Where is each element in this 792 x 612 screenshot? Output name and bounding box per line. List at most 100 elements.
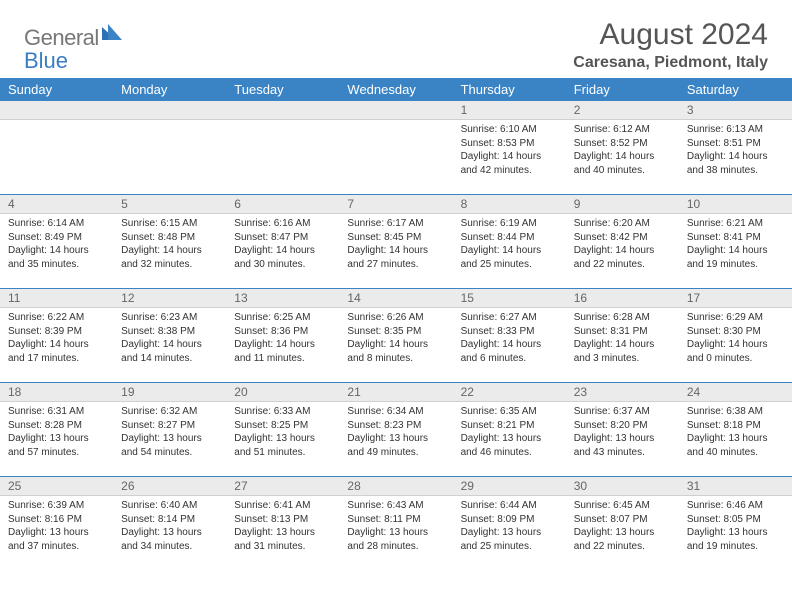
day-number <box>113 101 226 119</box>
calendar-cell: 20Sunrise: 6:33 AMSunset: 8:25 PMDayligh… <box>226 382 339 476</box>
daylight-line: Daylight: 14 hours and 22 minutes. <box>574 244 671 271</box>
calendar-cell: 24 Sunrise: 6:38 AMSunset: 8:18 PMDayligh… <box>679 382 792 476</box>
daylight-line: Daylight: 13 hours and 40 minutes. <box>687 432 784 459</box>
calendar-cell: 4Sunrise: 6:14 AMSunset: 8:49 PMDaylight… <box>0 194 113 288</box>
day-number <box>226 101 339 119</box>
day-data: Sunrise: 6:20 AMSunset: 8:42 PMDaylight:… <box>566 214 679 288</box>
sunset-line: Sunset: 8:44 PM <box>461 231 558 245</box>
day-data: Sunrise: 6:44 AMSunset: 8:09 PMDaylight:… <box>453 496 566 570</box>
calendar-row: 11Sunrise: 6:22 AMSunset: 8:39 PMDayligh… <box>0 288 792 382</box>
calendar-row: 18Sunrise: 6:31 AMSunset: 8:28 PMDayligh… <box>0 382 792 476</box>
day-data: Sunrise: 6:40 AMSunset: 8:14 PMDaylight:… <box>113 496 226 570</box>
calendar-row: 4Sunrise: 6:14 AMSunset: 8:49 PMDaylight… <box>0 194 792 288</box>
sunset-line: Sunset: 8:05 PM <box>687 513 784 527</box>
sunrise-line: Sunrise: 6:46 AM <box>687 499 784 513</box>
daylight-line: Daylight: 13 hours and 19 minutes. <box>687 526 784 553</box>
day-data: Sunrise: 6:41 AMSunset: 8:13 PMDaylight:… <box>226 496 339 570</box>
day-number: 31 <box>679 477 792 495</box>
sunrise-line: Sunrise: 6:26 AM <box>347 311 444 325</box>
sunset-line: Sunset: 8:07 PM <box>574 513 671 527</box>
weekday-header: Sunday <box>0 78 113 101</box>
daylight-line: Daylight: 14 hours and 30 minutes. <box>234 244 331 271</box>
sunrise-line: Sunrise: 6:25 AM <box>234 311 331 325</box>
calendar-cell: 23Sunrise: 6:37 AMSunset: 8:20 PMDayligh… <box>566 382 679 476</box>
day-data: Sunrise: 6:37 AMSunset: 8:20 PMDaylight:… <box>566 402 679 476</box>
sunset-line: Sunset: 8:14 PM <box>121 513 218 527</box>
calendar-cell <box>226 101 339 194</box>
day-data: Sunrise: 6:22 AMSunset: 8:39 PMDaylight:… <box>0 308 113 382</box>
sunset-line: Sunset: 8:18 PM <box>687 419 784 433</box>
day-number: 8 <box>453 195 566 213</box>
day-number: 30 <box>566 477 679 495</box>
sunset-line: Sunset: 8:23 PM <box>347 419 444 433</box>
calendar-cell: 13Sunrise: 6:25 AMSunset: 8:36 PMDayligh… <box>226 288 339 382</box>
daylight-line: Daylight: 14 hours and 19 minutes. <box>687 244 784 271</box>
day-data: Sunrise: 6:39 AMSunset: 8:16 PMDaylight:… <box>0 496 113 570</box>
day-number: 3 <box>679 101 792 119</box>
day-data: Sunrise: 6:10 AMSunset: 8:53 PMDaylight:… <box>453 120 566 194</box>
day-data: Sunrise: 6:31 AMSunset: 8:28 PMDaylight:… <box>0 402 113 476</box>
day-number <box>339 101 452 119</box>
day-data: Sunrise: 6:46 AMSunset: 8:05 PMDaylight:… <box>679 496 792 570</box>
day-data: Sunrise: 6:32 AMSunset: 8:27 PMDaylight:… <box>113 402 226 476</box>
calendar-cell: 18Sunrise: 6:31 AMSunset: 8:28 PMDayligh… <box>0 382 113 476</box>
sunrise-line: Sunrise: 6:39 AM <box>8 499 105 513</box>
daylight-line: Daylight: 13 hours and 51 minutes. <box>234 432 331 459</box>
sunrise-line: Sunrise: 6:22 AM <box>8 311 105 325</box>
day-data: Sunrise: 6:26 AMSunset: 8:35 PMDaylight:… <box>339 308 452 382</box>
day-data <box>339 120 452 194</box>
weekday-header-row: SundayMondayTuesdayWednesdayThursdayFrid… <box>0 78 792 101</box>
sunset-line: Sunset: 8:33 PM <box>461 325 558 339</box>
sunrise-line: Sunrise: 6:10 AM <box>461 123 558 137</box>
day-number <box>0 101 113 119</box>
weekday-header: Monday <box>113 78 226 101</box>
sunrise-line: Sunrise: 6:14 AM <box>8 217 105 231</box>
sunset-line: Sunset: 8:20 PM <box>574 419 671 433</box>
day-number: 24 <box>679 383 792 401</box>
sunset-line: Sunset: 8:45 PM <box>347 231 444 245</box>
day-data: Sunrise: 6:13 AMSunset: 8:51 PMDaylight:… <box>679 120 792 194</box>
sunrise-line: Sunrise: 6:31 AM <box>8 405 105 419</box>
daylight-line: Daylight: 14 hours and 0 minutes. <box>687 338 784 365</box>
calendar-cell: 11Sunrise: 6:22 AMSunset: 8:39 PMDayligh… <box>0 288 113 382</box>
sunrise-line: Sunrise: 6:17 AM <box>347 217 444 231</box>
daylight-line: Daylight: 14 hours and 17 minutes. <box>8 338 105 365</box>
day-data: Sunrise: 6:43 AMSunset: 8:11 PMDaylight:… <box>339 496 452 570</box>
sunset-line: Sunset: 8:35 PM <box>347 325 444 339</box>
sunset-line: Sunset: 8:31 PM <box>574 325 671 339</box>
day-number: 25 <box>0 477 113 495</box>
calendar-cell: 14Sunrise: 6:26 AMSunset: 8:35 PMDayligh… <box>339 288 452 382</box>
daylight-line: Daylight: 14 hours and 40 minutes. <box>574 150 671 177</box>
day-data <box>226 120 339 194</box>
sunset-line: Sunset: 8:48 PM <box>121 231 218 245</box>
day-number: 13 <box>226 289 339 307</box>
daylight-line: Daylight: 13 hours and 46 minutes. <box>461 432 558 459</box>
calendar-cell: 30Sunrise: 6:45 AMSunset: 8:07 PMDayligh… <box>566 476 679 570</box>
day-number: 7 <box>339 195 452 213</box>
sunset-line: Sunset: 8:53 PM <box>461 137 558 151</box>
title-block: August 2024 Caresana, Piedmont, Italy <box>573 18 768 72</box>
sunrise-line: Sunrise: 6:34 AM <box>347 405 444 419</box>
day-number: 22 <box>453 383 566 401</box>
sunrise-line: Sunrise: 6:35 AM <box>461 405 558 419</box>
sunrise-line: Sunrise: 6:13 AM <box>687 123 784 137</box>
day-number: 17 <box>679 289 792 307</box>
sunrise-line: Sunrise: 6:38 AM <box>687 405 784 419</box>
sunset-line: Sunset: 8:38 PM <box>121 325 218 339</box>
daylight-line: Daylight: 13 hours and 57 minutes. <box>8 432 105 459</box>
weekday-header: Friday <box>566 78 679 101</box>
calendar-cell: 5Sunrise: 6:15 AMSunset: 8:48 PMDaylight… <box>113 194 226 288</box>
day-data: Sunrise: 6:17 AMSunset: 8:45 PMDaylight:… <box>339 214 452 288</box>
calendar-cell: 31Sunrise: 6:46 AMSunset: 8:05 PMDayligh… <box>679 476 792 570</box>
sunset-line: Sunset: 8:21 PM <box>461 419 558 433</box>
calendar-cell: 8Sunrise: 6:19 AMSunset: 8:44 PMDaylight… <box>453 194 566 288</box>
day-number: 11 <box>0 289 113 307</box>
calendar-cell: 25Sunrise: 6:39 AMSunset: 8:16 PMDayligh… <box>0 476 113 570</box>
day-data <box>113 120 226 194</box>
daylight-line: Daylight: 13 hours and 54 minutes. <box>121 432 218 459</box>
sunset-line: Sunset: 8:51 PM <box>687 137 784 151</box>
day-number: 6 <box>226 195 339 213</box>
sunrise-line: Sunrise: 6:16 AM <box>234 217 331 231</box>
calendar-cell: 15Sunrise: 6:27 AMSunset: 8:33 PMDayligh… <box>453 288 566 382</box>
location-label: Caresana, Piedmont, Italy <box>573 54 768 72</box>
